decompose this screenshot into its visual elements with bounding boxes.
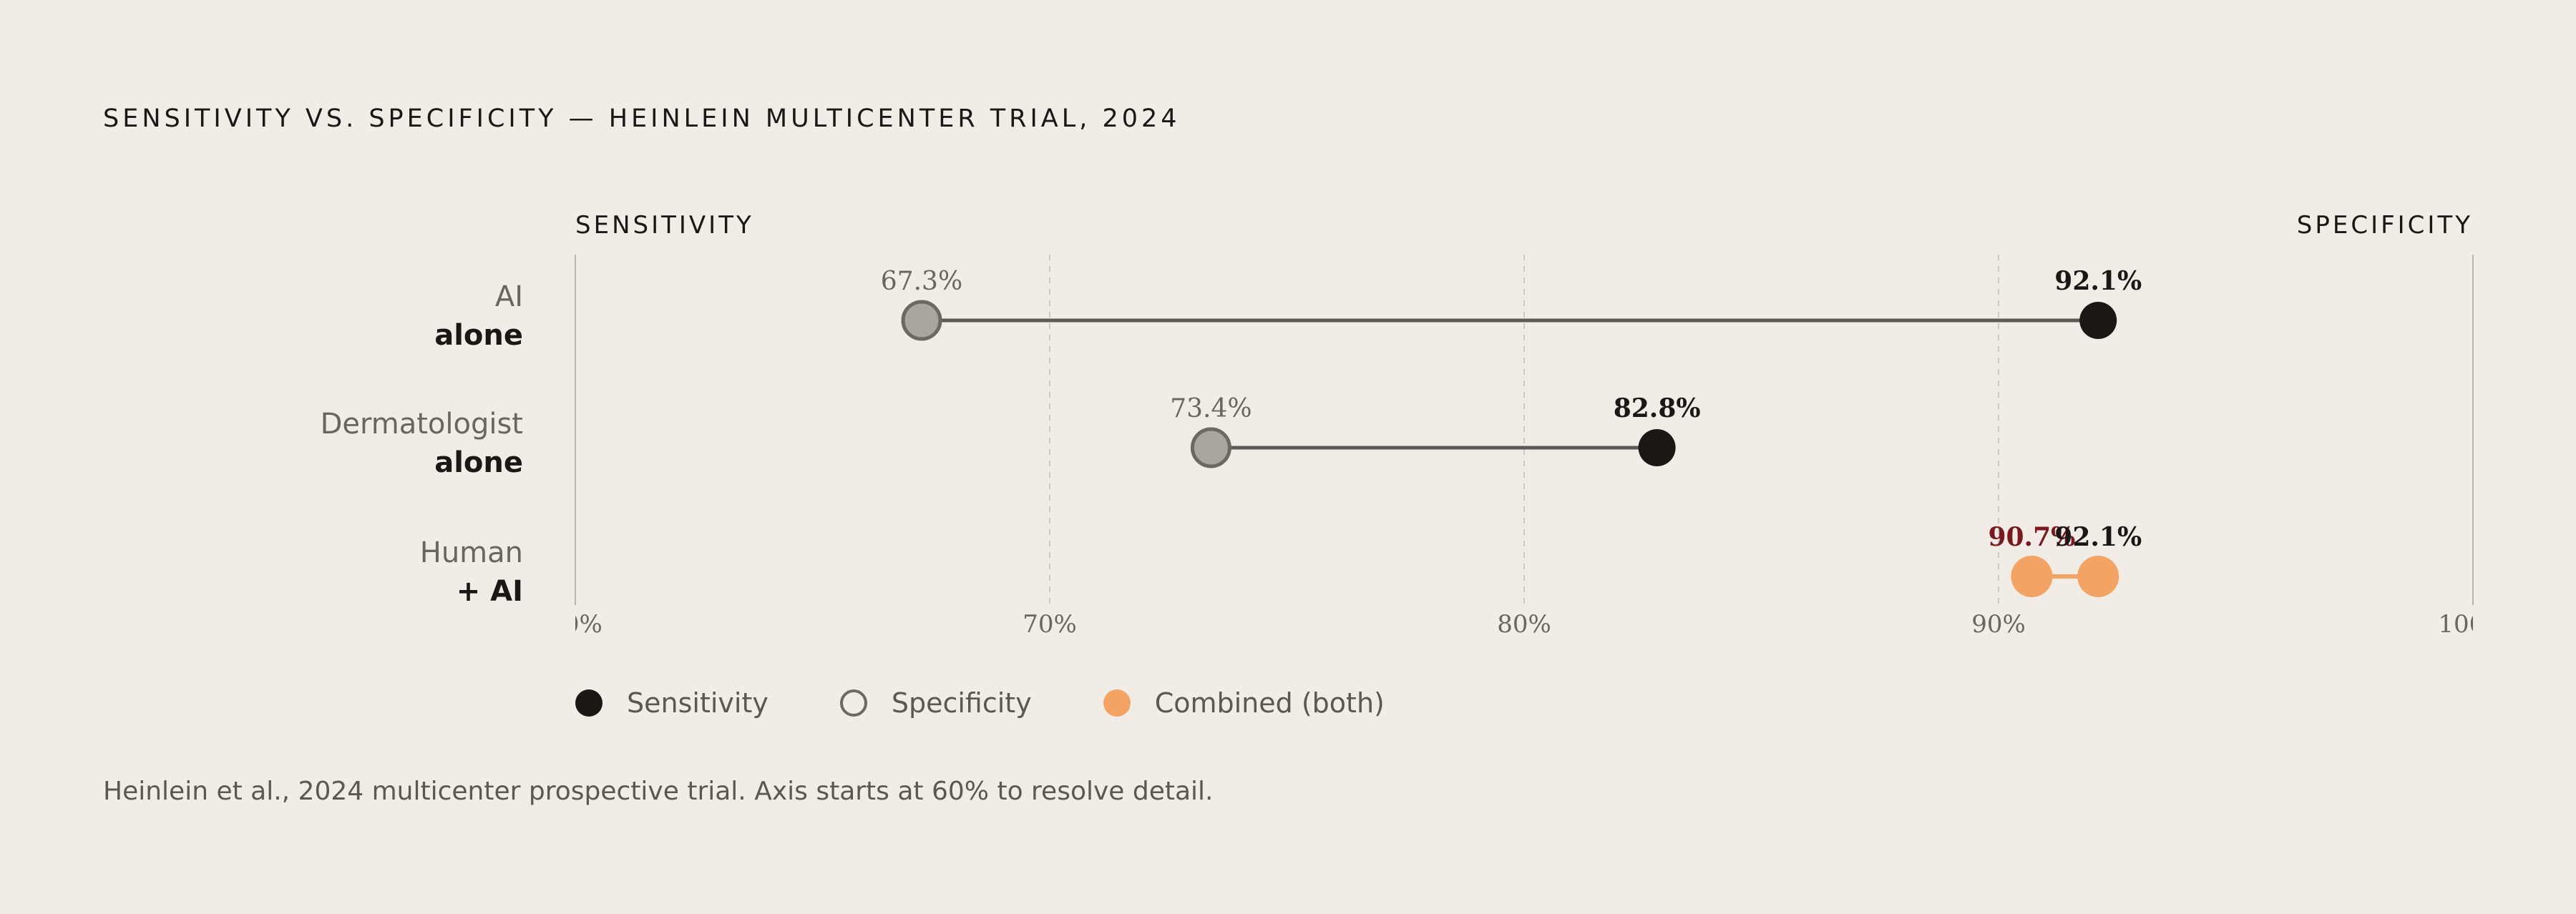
- gridlines: [575, 255, 2474, 605]
- chart-row: AI alone 67.3% 92.1%: [434, 266, 2142, 352]
- legend-item-sensitivity: Sensitivity: [575, 687, 769, 719]
- specificity-swatch-icon: [839, 689, 867, 717]
- x-axis: 60% 70% 80% 90% 100%: [548, 610, 2507, 639]
- row-label-primary: Human: [420, 536, 523, 569]
- specificity-point: [1190, 427, 1231, 468]
- footnote: Heinlein et al., 2024 multicenter prospe…: [103, 777, 1214, 806]
- x-tick-label: 70%: [1023, 610, 1077, 639]
- row-label-primary: AI: [495, 280, 523, 313]
- row-label-secondary: alone: [434, 319, 523, 352]
- specificity-value-label: 73.4%: [1170, 394, 1252, 423]
- legend-label-sensitivity: Sensitivity: [627, 687, 769, 719]
- specificity-value-label: 90.7%: [1988, 522, 2075, 552]
- legend-label-specificity: Specificity: [891, 687, 1032, 719]
- legend-item-combined: Combined (both): [1103, 687, 1385, 719]
- specificity-point: [901, 300, 942, 341]
- sensitivity-value-label: 82.8%: [1614, 393, 1701, 423]
- x-tick-label: 100%: [2438, 610, 2507, 639]
- x-tick-label: 80%: [1497, 610, 1551, 639]
- chart-row: Dermatologist alone 73.4% 82.8%: [321, 393, 1701, 479]
- combined-swatch-icon: [1103, 689, 1131, 717]
- left-axis-header: SENSITIVITY: [575, 211, 754, 240]
- row-label-primary: Dermatologist: [321, 408, 523, 441]
- sensitivity-value-label: 92.1%: [2054, 522, 2142, 552]
- x-tick-label: 60%: [548, 610, 602, 639]
- row-label-secondary: alone: [434, 446, 523, 479]
- chart-title: SENSITIVITY VS. SPECIFICITY — HEINLEIN M…: [103, 104, 1181, 133]
- legend: Sensitivity Specificity Combined (both): [575, 685, 1456, 721]
- legend-label-combined: Combined (both): [1154, 687, 1385, 719]
- sensitivity-value-label: 92.1%: [2054, 266, 2142, 296]
- chart-rows: SENSITIVITY SPECIFICITY AI alone 67.3% 92.1% D…: [321, 211, 2473, 608]
- row-label-secondary: + AI: [457, 575, 523, 608]
- specificity-value-label: 67.3%: [881, 267, 962, 296]
- combined-point-sensitivity: [2077, 556, 2119, 597]
- sensitivity-swatch-icon: [575, 689, 602, 717]
- chart-row: Human + AI 90.7%92.1%: [420, 522, 2142, 608]
- sensitivity-point: [2079, 302, 2117, 339]
- right-axis-header: SPECIFICITY: [2297, 211, 2473, 240]
- legend-item-specificity: Specificity: [839, 687, 1032, 719]
- x-tick-label: 90%: [1971, 610, 2026, 639]
- sensitivity-point: [1638, 429, 1676, 466]
- combined-point-specificity: [2011, 556, 2053, 597]
